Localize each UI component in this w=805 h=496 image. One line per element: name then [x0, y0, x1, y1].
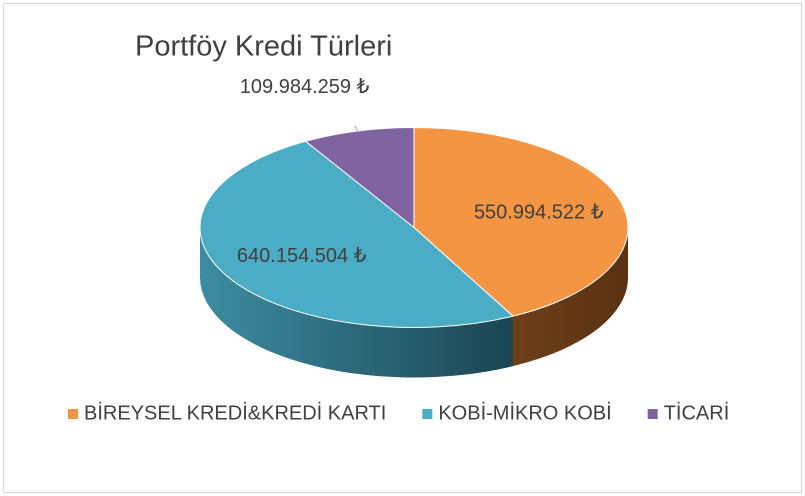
pie-side — [512, 227, 628, 367]
data-label: 109.984.259 ₺ — [240, 76, 370, 98]
legend-swatch — [647, 409, 658, 419]
legend-label: TİCARİ — [664, 401, 730, 424]
chart-title: Portföy Kredi Türleri — [135, 31, 392, 63]
pie-slice — [199, 140, 515, 328]
legend-swatch — [422, 409, 433, 419]
pie-slice — [413, 126, 629, 317]
legend-label: BİREYSEL KREDİ&KREDİ KARTI — [84, 401, 386, 424]
legend-swatch — [68, 409, 78, 419]
data-label: 640.154.504 ₺ — [237, 245, 367, 267]
data-label: 550.994.522 ₺ — [474, 201, 604, 223]
pie-side — [200, 227, 513, 378]
pie-slice — [304, 126, 415, 229]
legend-label: KOBİ-MİKRO KOBİ — [438, 401, 611, 424]
leader-line — [354, 125, 359, 132]
